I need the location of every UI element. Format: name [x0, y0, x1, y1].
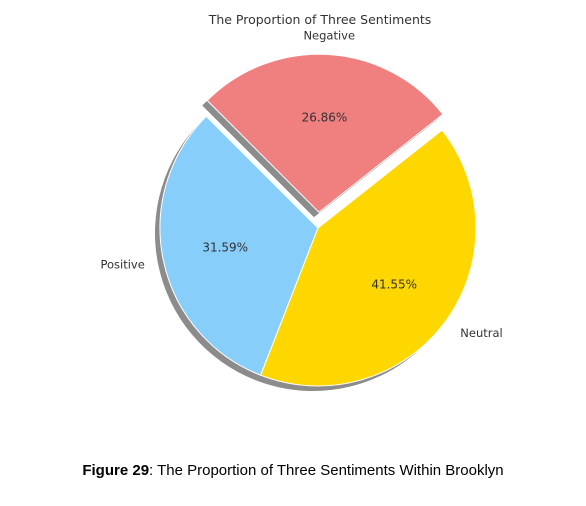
slice-negative — [206, 53, 444, 213]
pie-slices — [159, 53, 477, 387]
slice-neutral — [260, 129, 477, 387]
figure-caption-text: : The Proportion of Three Sentiments Wit… — [149, 462, 504, 479]
category-label-positive: Positive — [100, 257, 144, 271]
percent-label-positive: 31.59% — [202, 240, 248, 254]
pie-chart: The Proportion of Three Sentiments Posit… — [100, 12, 503, 391]
percent-label-negative: 26.86% — [302, 111, 348, 125]
slice-positive — [159, 115, 319, 376]
figure-number: Figure 29 — [82, 462, 150, 479]
figure-caption: Figure 29: The Proportion of Three Senti… — [0, 462, 586, 479]
category-label-neutral: Neutral — [460, 326, 502, 340]
chart-title: The Proportion of Three Sentiments — [208, 12, 432, 27]
category-label-negative: Negative — [303, 29, 355, 43]
percent-label-neutral: 41.55% — [371, 277, 417, 291]
slice-labels: Positive 31.59% Neutral 41.55% Negative 26.86… — [100, 29, 502, 341]
